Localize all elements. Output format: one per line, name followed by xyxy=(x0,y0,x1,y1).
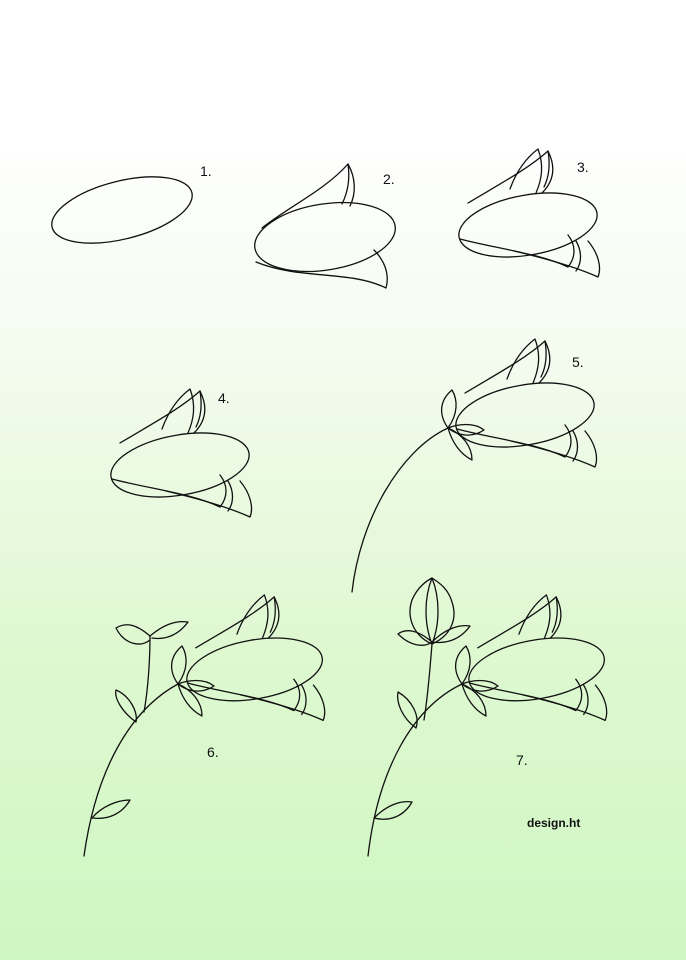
step-5-label: 5. xyxy=(572,354,584,370)
step-5-drawing xyxy=(351,338,600,593)
step-1-label: 1. xyxy=(200,163,212,179)
step-3-label: 3. xyxy=(577,159,589,175)
step-7-drawing xyxy=(367,577,610,857)
step-6-label: 6. xyxy=(207,744,219,760)
step-2-drawing xyxy=(254,163,396,289)
step-4-label: 4. xyxy=(218,390,230,406)
step-2-label: 2. xyxy=(383,171,395,187)
step-1-drawing xyxy=(51,176,193,244)
step-7-label: 7. xyxy=(516,752,528,768)
step-4-drawing xyxy=(105,388,255,518)
step-6-drawing xyxy=(83,594,328,857)
credit-text: design.ht xyxy=(527,816,580,830)
